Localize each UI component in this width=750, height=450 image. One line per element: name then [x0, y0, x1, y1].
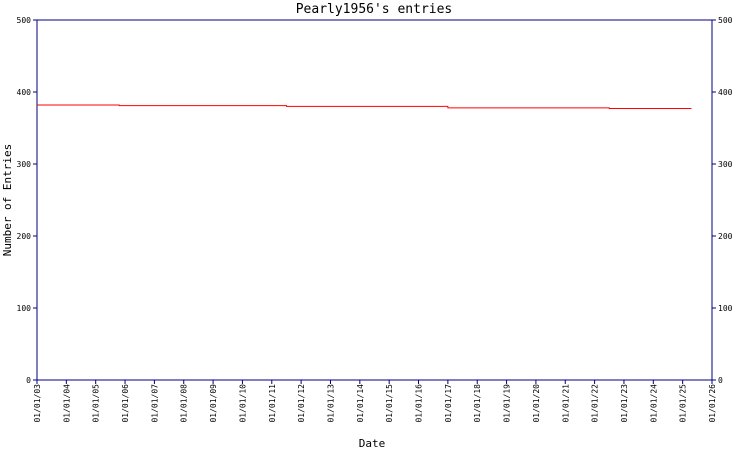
x-tick-label: 01/01/04 [62, 384, 71, 423]
y2-tick-label: 300 [718, 160, 733, 169]
x-tick-label: 01/01/17 [444, 384, 453, 423]
x-tick-label: 01/01/03 [33, 384, 42, 423]
y2-tick-label: 500 [718, 16, 733, 25]
y2-tick-label: 100 [718, 304, 733, 313]
chart-title: Pearly1956's entries [296, 2, 453, 17]
x-tick-label: 01/01/05 [92, 384, 101, 423]
y-tick-label: 300 [17, 160, 32, 169]
x-tick-label: 01/01/13 [326, 384, 335, 423]
y-tick-label: 0 [26, 376, 31, 385]
x-tick-label: 01/01/25 [679, 384, 688, 423]
line [37, 104, 692, 110]
x-tick-label: 01/01/16 [415, 384, 424, 423]
y2-tick-label: 400 [718, 88, 733, 97]
y2-tick-label: 200 [718, 232, 733, 241]
x-tick-label: 01/01/19 [503, 384, 512, 423]
x-tick-label: 01/01/26 [708, 384, 717, 423]
x-tick-label: 01/01/18 [473, 384, 482, 423]
x-tick-label: 01/01/20 [532, 384, 541, 423]
x-tick-label: 01/01/06 [121, 384, 130, 423]
y-tick-label: 100 [17, 304, 32, 313]
y-tick-label: 500 [17, 16, 32, 25]
x-axis-label: Date [359, 437, 386, 450]
x-tick-label: 01/01/12 [297, 384, 306, 423]
x-tick-label: 01/01/23 [620, 384, 629, 423]
x-tick-label: 01/01/14 [356, 384, 365, 423]
x-tick-label: 01/01/07 [150, 384, 159, 423]
y-tick-label: 400 [17, 88, 32, 97]
plot-frame [36, 19, 713, 381]
x-tick-label: 01/01/11 [268, 384, 277, 423]
x-tick-label: 01/01/15 [385, 384, 394, 423]
y-tick-label: 200 [17, 232, 32, 241]
x-tick-label: 01/01/08 [180, 384, 189, 423]
y2-tick-label: 0 [718, 376, 723, 385]
x-tick-label: 01/01/09 [209, 384, 218, 423]
x-tick-label: 01/01/21 [561, 384, 570, 423]
x-tick-label: 01/01/24 [649, 384, 658, 423]
x-tick-label: 01/01/22 [591, 384, 600, 423]
x-tick-label: 01/01/10 [238, 384, 247, 423]
y-axis-label: Number of Entries [1, 144, 14, 257]
